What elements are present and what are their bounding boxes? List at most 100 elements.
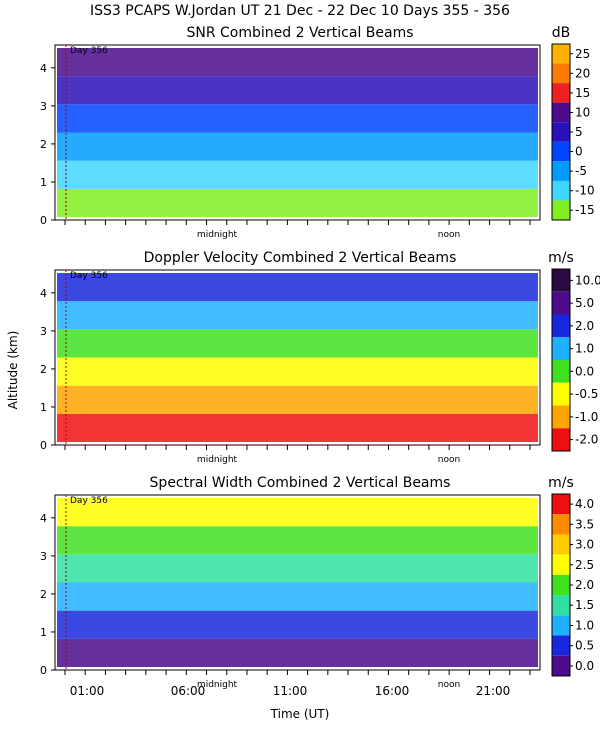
spectral-width-field-band <box>57 610 538 639</box>
snr-field-band <box>57 76 538 105</box>
spectral-width-colorbar-label: 2.0 <box>575 578 594 592</box>
spectral-width-colorbar-swatch <box>552 554 570 575</box>
spectral-width-colorbar-swatch <box>552 574 570 596</box>
time-axis-label: Time (UT) <box>270 707 330 721</box>
spectral-width-noon-label: noon <box>438 680 460 690</box>
spectral-width-colorbar-swatch <box>552 655 570 676</box>
doppler-colorbar-swatch <box>552 337 570 360</box>
spectral-width-colorbar-label: 2.5 <box>575 558 594 572</box>
snr-field-band <box>57 48 538 77</box>
spectral-width-field-band <box>57 582 538 611</box>
snr-panel: SNR Combined 2 Vertical Beams dB 0 1 2 3 4 Da… <box>40 25 595 240</box>
spectral-width-xtick-label: 11:00 <box>273 684 308 698</box>
doppler-field-band <box>57 357 538 386</box>
spectral-width-xtick-label: 06:00 <box>171 684 206 698</box>
spectral-width-colorbar-swatch <box>552 615 570 636</box>
doppler-colorbar-swatch <box>552 360 570 383</box>
spectral-width-ytick-label: 0 <box>40 664 47 677</box>
spectral-width-ytick-label: 3 <box>40 550 47 563</box>
snr-colorbar-swatch <box>552 44 570 64</box>
spectral-width-ytick-label: 4 <box>40 512 47 525</box>
snr-colorbar-label: -15 <box>575 203 595 217</box>
snr-colorbar-label: 0 <box>575 145 583 159</box>
doppler-colorbar-label: 10.0 <box>575 273 600 287</box>
figure-header: ISS3 PCAPS W.Jordan UT 21 Dec - 22 Dec 1… <box>90 3 510 19</box>
spectral-width-title: Spectral Width Combined 2 Vertical Beams <box>150 475 451 491</box>
snr-colorbar-label: 15 <box>575 86 590 100</box>
snr-ytick-label: 3 <box>40 100 47 113</box>
spectral-width-colorbar-label: 0.0 <box>575 659 594 673</box>
snr-colorbar-label: 10 <box>575 105 590 119</box>
spectral-width-colorbar-swatch <box>552 635 570 656</box>
snr-colorbar-label: -10 <box>575 184 595 198</box>
doppler-unit: m/s <box>548 250 574 266</box>
snr-title: SNR Combined 2 Vertical Beams <box>186 25 413 41</box>
snr-colorbar-swatch <box>552 141 570 162</box>
doppler-ytick-label: 0 <box>40 439 47 452</box>
spectral-width-colorbar-label: 1.0 <box>575 618 594 632</box>
spectral-width-colorbar-swatch <box>552 534 570 555</box>
doppler-colorbar-swatch <box>552 269 570 292</box>
spectral-width-xtick-label: 16:00 <box>375 684 410 698</box>
snr-ytick-label: 1 <box>40 176 47 189</box>
spectral-width-panel: Spectral Width Combined 2 Vertical Beams… <box>40 475 594 721</box>
doppler-colorbar-label: 1.0 <box>575 342 594 356</box>
doppler-colorbar-label: -1.0 <box>575 410 598 424</box>
doppler-field-band <box>57 301 538 330</box>
doppler-noon-label: noon <box>438 455 460 465</box>
spectral-width-day-label: Day 356 <box>70 496 108 506</box>
doppler-panel: Doppler Velocity Combined 2 Vertical Bea… <box>6 250 600 465</box>
doppler-field-band <box>57 329 538 358</box>
doppler-field-band <box>57 413 538 442</box>
snr-ytick-label: 2 <box>40 138 47 151</box>
doppler-ytick-label: 1 <box>40 401 47 414</box>
spectral-width-field-band <box>57 554 538 583</box>
doppler-colorbar-frame <box>551 268 571 452</box>
snr-colorbar-swatch <box>552 102 570 123</box>
doppler-ytick-label: 3 <box>40 325 47 338</box>
snr-ytick-label: 4 <box>40 62 47 75</box>
spectral-width-xtick-label: 21:00 <box>476 684 511 698</box>
snr-colorbar-label: 5 <box>575 125 583 139</box>
doppler-colorbar-swatch <box>552 382 570 406</box>
spectral-width-colorbar-label: 0.5 <box>575 639 594 653</box>
spectral-width-field-band <box>57 498 538 527</box>
snr-field-band <box>57 104 538 133</box>
snr-colorbar-swatch <box>552 63 570 84</box>
doppler-colorbar-label: 5.0 <box>575 296 594 310</box>
doppler-colorbar-swatch <box>552 291 570 315</box>
snr-unit: dB <box>552 25 571 41</box>
snr-field-band <box>57 188 538 217</box>
spectral-width-field-band <box>57 638 538 667</box>
snr-colorbar-swatch <box>552 161 570 181</box>
spectral-width-midnight-label: midnight <box>197 680 238 690</box>
doppler-colorbar-label: 2.0 <box>575 319 594 333</box>
doppler-colorbar-label: 0.0 <box>575 364 594 378</box>
snr-field-band <box>57 132 538 161</box>
spectral-width-colorbar-swatch <box>552 595 570 616</box>
snr-colorbar-label: -5 <box>575 164 587 178</box>
spectral-width-ytick-label: 2 <box>40 588 47 601</box>
doppler-colorbar-swatch <box>552 405 570 429</box>
doppler-day-label: Day 356 <box>70 271 108 281</box>
spectral-width-xtick-label: 01:00 <box>70 684 105 698</box>
doppler-midnight-label: midnight <box>197 455 238 465</box>
snr-day-label: Day 356 <box>70 46 108 56</box>
snr-colorbar-label: 20 <box>575 66 590 80</box>
spectral-width-field-band <box>57 526 538 555</box>
spectral-width-colorbar-label: 3.5 <box>575 517 594 531</box>
snr-midnight-label: midnight <box>197 230 238 240</box>
doppler-title: Doppler Velocity Combined 2 Vertical Bea… <box>144 250 457 266</box>
snr-colorbar-swatch <box>552 180 570 201</box>
snr-colorbar-label: 25 <box>575 47 590 61</box>
snr-colorbar-swatch <box>552 83 570 103</box>
doppler-colorbar-label: -0.5 <box>575 387 598 401</box>
spectral-width-colorbar-label: 3.0 <box>575 538 594 552</box>
altitude-axis-label: Altitude (km) <box>6 331 20 410</box>
spectral-width-ytick-label: 1 <box>40 626 47 639</box>
doppler-colorbar-swatch <box>552 428 570 451</box>
snr-colorbar-swatch <box>552 200 570 220</box>
snr-field-band <box>57 160 538 189</box>
spectral-width-colorbar-swatch <box>552 514 570 535</box>
spectral-width-unit: m/s <box>548 475 574 491</box>
